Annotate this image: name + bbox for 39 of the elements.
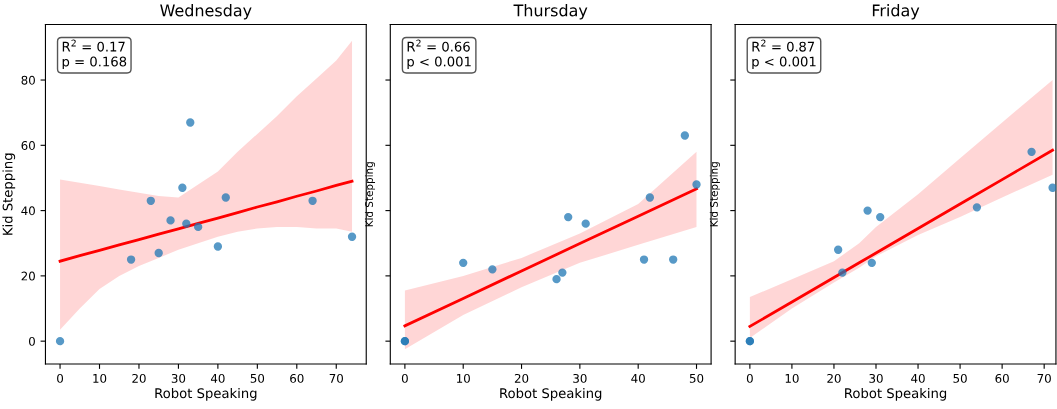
x-tick-label: 10 xyxy=(456,373,470,383)
x-axis-title: Robot Speaking xyxy=(155,387,257,401)
chart-title: Friday xyxy=(872,4,920,20)
x-tick-label: 30 xyxy=(573,373,587,383)
x-tick-label: 50 xyxy=(689,373,704,383)
x-tick-label: 30 xyxy=(869,373,883,383)
x-tick-label: 10 xyxy=(785,373,799,383)
x-tick-label: 0 xyxy=(57,373,64,383)
x-tick-label: 40 xyxy=(210,373,225,383)
y-tick-label: 60 xyxy=(21,141,35,150)
x-tick-label: 30 xyxy=(171,373,186,383)
annotation: R$^{2}$ = 0.17 p = 0.168 xyxy=(62,39,127,70)
x-tick-label: 20 xyxy=(514,373,529,383)
x-tick-label: 10 xyxy=(93,373,107,383)
y-tick-label: 20 xyxy=(21,271,35,281)
x-tick-label: 20 xyxy=(132,373,146,383)
y-axis-title: Kid Stepping xyxy=(364,162,376,227)
y-tick-label: 40 xyxy=(21,206,35,216)
y-tick-label: 0 xyxy=(29,336,35,346)
chart-title: Wednesday xyxy=(160,4,252,20)
x-tick-label: 0 xyxy=(401,373,408,383)
x-tick-label: 50 xyxy=(250,373,265,383)
y-tick-label: 80 xyxy=(21,75,35,85)
x-tick-label: 60 xyxy=(290,373,304,383)
x-tick-label: 60 xyxy=(995,373,1009,383)
annotation: R$^{2}$ = 0.87 p < 0.001 xyxy=(752,39,816,70)
x-tick-label: 70 xyxy=(1037,373,1051,383)
x-axis-title: Robot Speaking xyxy=(500,387,602,401)
chart-title: Thursday xyxy=(513,4,588,20)
y-axis-title: Kid Stepping xyxy=(2,153,16,235)
x-tick-label: 20 xyxy=(827,373,841,383)
x-tick-label: 40 xyxy=(911,373,925,383)
x-tick-label: 70 xyxy=(329,373,343,383)
y-axis-title: Kid Stepping xyxy=(709,162,720,227)
annotation: R$^{2}$ = 0.66 p < 0.001 xyxy=(407,39,471,70)
x-tick-label: 0 xyxy=(746,373,753,383)
x-tick-label: 40 xyxy=(631,373,645,383)
x-tick-label: 50 xyxy=(953,373,967,383)
x-axis-title: Robot Speaking xyxy=(845,387,947,401)
